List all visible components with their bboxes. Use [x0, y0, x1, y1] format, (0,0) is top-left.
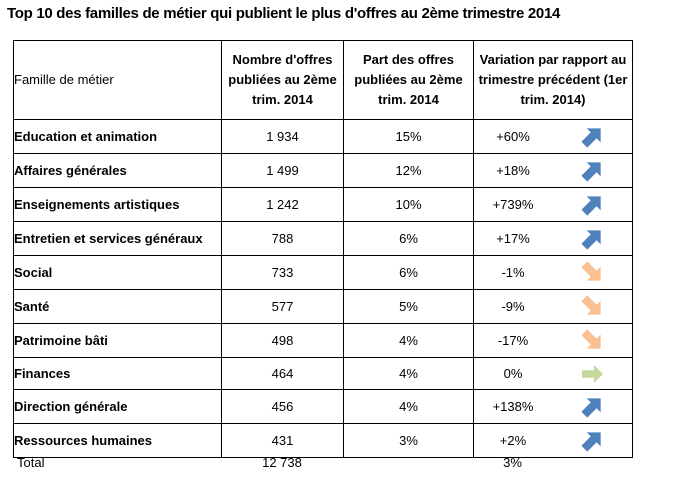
variation-cell: +60%	[473, 119, 633, 154]
family-cell: Santé	[13, 289, 222, 324]
count-cell: 1 499	[221, 153, 344, 188]
variation-value: +138%	[492, 399, 534, 414]
trend-right-icon	[552, 359, 632, 389]
count-cell: 733	[221, 255, 344, 290]
share-cell: 15%	[343, 119, 474, 154]
variation-cell: +17%	[473, 221, 633, 256]
column-header-family: Famille de métier	[13, 40, 222, 120]
trend-up-right-icon	[552, 424, 632, 457]
family-cell: Patrimoine bâti	[13, 323, 222, 358]
trend-down-right-icon	[552, 256, 632, 289]
variation-value: -9%	[501, 299, 525, 314]
table-row: Patrimoine bâti 498 4% -17%	[13, 323, 633, 358]
offers-table: Famille de métier Nombre d'offres publié…	[13, 40, 633, 458]
share-cell: 6%	[343, 255, 474, 290]
total-variation: 3%	[503, 455, 522, 470]
variation-cell: 0%	[473, 357, 633, 390]
variation-value: 0%	[503, 366, 523, 381]
trend-up-right-icon	[552, 222, 632, 255]
count-cell: 788	[221, 221, 344, 256]
share-cell: 10%	[343, 187, 474, 222]
variation-value: -1%	[501, 265, 525, 280]
table-row: Education et animation 1 934 15% +60%	[13, 119, 633, 154]
variation-cell: -17%	[473, 323, 633, 358]
count-cell: 431	[221, 423, 344, 458]
trend-up-right-icon	[552, 188, 632, 221]
share-cell: 4%	[343, 323, 474, 358]
variation-value: +739%	[492, 197, 534, 212]
count-cell: 1 934	[221, 119, 344, 154]
share-cell: 4%	[343, 389, 474, 424]
trend-up-right-icon	[552, 120, 632, 153]
total-variation-cell: 3%	[473, 455, 632, 470]
variation-cell: +138%	[473, 389, 633, 424]
family-cell: Enseignements artistiques	[13, 187, 222, 222]
family-cell: Social	[13, 255, 222, 290]
family-cell: Education et animation	[13, 119, 222, 154]
count-cell: 498	[221, 323, 344, 358]
variation-value: -17%	[497, 333, 529, 348]
count-cell: 456	[221, 389, 344, 424]
share-cell: 12%	[343, 153, 474, 188]
variation-cell: +739%	[473, 187, 633, 222]
count-cell: 464	[221, 357, 344, 390]
trend-up-right-icon	[552, 390, 632, 423]
table-row: Enseignements artistiques 1 242 10% +739…	[13, 187, 633, 222]
family-cell: Direction générale	[13, 389, 222, 424]
variation-value: +17%	[496, 231, 530, 246]
variation-value: +18%	[496, 163, 530, 178]
table-row: Direction générale 456 4% +138%	[13, 389, 633, 424]
variation-cell: +2%	[473, 423, 633, 458]
column-header-count: Nombre d'offres publiées au 2ème trim. 2…	[221, 40, 344, 120]
total-count: 12 738	[262, 455, 302, 470]
variation-cell: +18%	[473, 153, 633, 188]
total-label: Total	[17, 455, 45, 470]
total-row: Total 12 738 3%	[13, 455, 632, 470]
table-row: Affaires générales 1 499 12% +18%	[13, 153, 633, 188]
column-header-share: Part des offres publiées au 2ème trim. 2…	[343, 40, 474, 120]
table-row: Social 733 6% -1%	[13, 255, 633, 290]
family-cell: Entretien et services généraux	[13, 221, 222, 256]
share-cell: 5%	[343, 289, 474, 324]
table-row: Ressources humaines 431 3% +2%	[13, 423, 633, 458]
page-title: Top 10 des familles de métier qui publie…	[7, 5, 561, 22]
header-row: Famille de métier Nombre d'offres publié…	[13, 40, 633, 120]
variation-cell: -9%	[473, 289, 633, 324]
family-cell: Affaires générales	[13, 153, 222, 188]
family-cell: Finances	[13, 357, 222, 390]
share-cell: 4%	[343, 357, 474, 390]
share-cell: 6%	[343, 221, 474, 256]
variation-value: +60%	[496, 129, 530, 144]
trend-down-right-icon	[552, 324, 632, 357]
variation-cell: -1%	[473, 255, 633, 290]
table-row: Finances 464 4% 0%	[13, 357, 633, 390]
count-cell: 1 242	[221, 187, 344, 222]
trend-up-right-icon	[552, 154, 632, 187]
column-header-variation: Variation par rapport au trimestre précé…	[473, 40, 633, 120]
family-cell: Ressources humaines	[13, 423, 222, 458]
table-row: Santé 577 5% -9%	[13, 289, 633, 324]
table-row: Entretien et services généraux 788 6% +1…	[13, 221, 633, 256]
variation-value: +2%	[499, 433, 527, 448]
trend-down-right-icon	[552, 290, 632, 323]
count-cell: 577	[221, 289, 344, 324]
share-cell: 3%	[343, 423, 474, 458]
